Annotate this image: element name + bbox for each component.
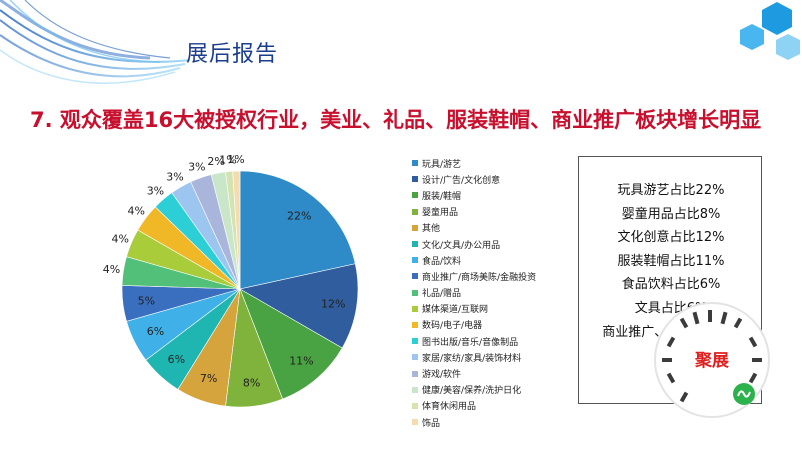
legend-swatch <box>412 289 418 296</box>
legend-item: 设计/广告/文化创意 <box>412 171 536 187</box>
legend-item: 健康/美容/保养/洗护日化 <box>412 382 536 398</box>
data-label: 1% <box>227 153 244 166</box>
legend-item: 游戏/软件 <box>412 365 536 381</box>
legend-swatch <box>412 224 418 231</box>
pie-slice <box>239 263 359 349</box>
chart-legend: 玩具/游艺设计/广告/文化创意 服装/鞋帽婴童用品其他文化/文具/办公用品 食品/饮… <box>412 155 536 430</box>
legend-label: 其他 <box>422 224 441 235</box>
legend-label: 食品/饮料 <box>422 256 462 267</box>
data-label: 6% <box>147 325 164 338</box>
legend-item: 家居/家纺/家具/装饰材料 <box>412 349 536 365</box>
legend-label: 玩具/游艺 <box>422 159 462 170</box>
data-label: 4% <box>103 263 120 276</box>
legend-item: 饰品 <box>412 414 536 430</box>
legend-swatch <box>412 354 418 361</box>
summary-line: 食品饮料占比6% <box>621 277 721 293</box>
data-label: 1% <box>219 154 236 167</box>
data-label: 2% <box>207 155 224 168</box>
mini-program-code: 聚展 <box>654 302 770 418</box>
legend-item: 礼品/赠品 <box>412 285 536 301</box>
legend-item: 图书出版/音乐/音像制品 <box>412 333 536 349</box>
legend-swatch <box>412 257 418 264</box>
legend-item: 服装/鞋帽 <box>412 187 536 203</box>
headline: 7. 观众覆盖16大被授权行业，美业、礼品、服装鞋帽、商业推广板块增长明显 <box>30 108 762 132</box>
legend-swatch <box>412 241 418 248</box>
legend-swatch <box>412 321 418 328</box>
data-label: 8% <box>243 377 260 390</box>
page-title: 展后报告 <box>186 42 279 67</box>
legend-label: 婴童用品 <box>422 208 459 219</box>
legend-item: 文化/文具/办公用品 <box>412 236 536 252</box>
data-label: 12% <box>321 297 345 310</box>
legend-swatch <box>412 338 418 345</box>
summary-line: 服装鞋帽占比11% <box>617 253 725 269</box>
summary-line: 婴童用品占比8% <box>621 206 721 222</box>
legend-label: 饰品 <box>422 418 441 429</box>
legend-item: 数码/电子/电器 <box>412 317 536 333</box>
data-label: 3% <box>166 170 183 183</box>
legend-item: 其他 <box>412 220 536 236</box>
legend-label: 设计/广告/文化创意 <box>422 175 501 186</box>
data-label: 22% <box>287 209 311 222</box>
legend-item: 食品/饮料 <box>412 252 536 268</box>
legend-swatch <box>412 160 418 167</box>
legend-label: 服装/鞋帽 <box>422 191 462 202</box>
legend-label: 家居/家纺/家具/装饰材料 <box>422 353 522 364</box>
pie-slice <box>239 170 356 290</box>
legend-item: 体育休闲用品 <box>412 398 536 414</box>
decorative-wave <box>0 0 191 84</box>
legend-label: 数码/电子/电器 <box>422 321 483 332</box>
decorative-hexagons <box>740 2 800 60</box>
data-label: 4% <box>128 205 145 218</box>
legend-swatch <box>412 402 418 409</box>
qr-label: 聚展 <box>694 351 729 371</box>
legend-label: 商业推广/商场美陈/金融投资 <box>422 272 537 283</box>
legend-label: 图书出版/音乐/音像制品 <box>422 337 519 348</box>
legend-item: 玩具/游艺 <box>412 155 536 171</box>
data-label: 5% <box>138 295 155 308</box>
summary-box: 玩具游艺占比22% 婴童用品占比8% 文化创意占比12% 服装鞋帽占比11% 食品饮料占… <box>578 156 762 404</box>
data-label: 4% <box>112 232 129 245</box>
legend-swatch <box>412 419 418 426</box>
legend-swatch <box>412 192 418 199</box>
legend-swatch <box>412 208 418 215</box>
legend-swatch <box>412 305 418 312</box>
legend-label: 媒体渠道/互联网 <box>422 305 489 316</box>
legend-label: 体育休闲用品 <box>422 402 477 413</box>
data-label: 3% <box>188 160 205 173</box>
summary-line: 文化创意占比12% <box>617 230 725 246</box>
data-label: 3% <box>147 184 164 197</box>
legend-swatch <box>412 273 418 280</box>
legend-item: 婴童用品 <box>412 204 536 220</box>
summary-line: 玩具游艺占比22% <box>617 183 725 198</box>
legend-swatch <box>412 176 418 183</box>
legend-label: 文化/文具/办公用品 <box>422 240 501 251</box>
data-label: 11% <box>289 355 313 368</box>
pie-slice <box>232 170 241 290</box>
legend-label: 礼品/赠品 <box>422 289 462 300</box>
legend-label: 游戏/软件 <box>422 370 462 381</box>
data-label: 7% <box>200 372 217 385</box>
legend-label: 健康/美容/保养/洗护日化 <box>422 386 522 397</box>
data-label: 6% <box>168 353 185 366</box>
pie-slice <box>239 288 343 400</box>
pie-chart: 22%12%11%8%7%6%6%5%4%4%4%3%3%3% 2%1%1% <box>103 153 359 408</box>
legend-item: 媒体渠道/互联网 <box>412 301 536 317</box>
legend-swatch <box>412 370 418 377</box>
legend-swatch <box>412 386 418 393</box>
legend-item: 商业推广/商场美陈/金融投资 <box>412 268 536 284</box>
